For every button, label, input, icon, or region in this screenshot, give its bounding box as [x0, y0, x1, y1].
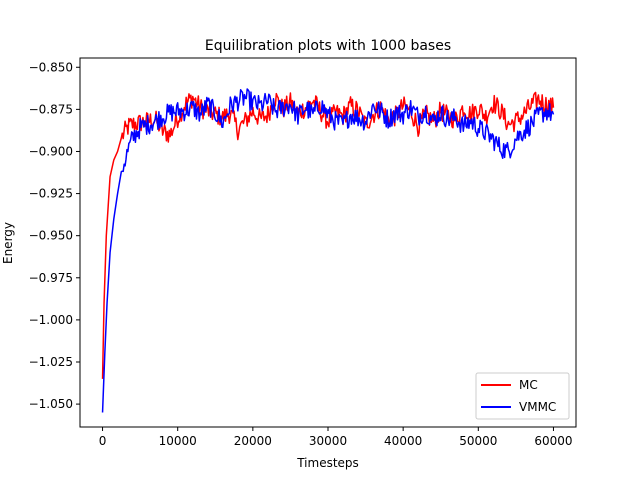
series-line-mc	[101, 91, 555, 379]
x-tick-label: 30000	[309, 434, 347, 448]
y-tick-label: −0.875	[29, 102, 73, 116]
y-tick-label: −0.950	[29, 229, 73, 243]
x-axis: 0 10000 20000 30000 40000 50000 60000	[99, 427, 573, 448]
y-tick-label: −1.025	[29, 355, 73, 369]
x-tick-label: 20000	[234, 434, 272, 448]
y-tick-label: −1.000	[29, 313, 73, 327]
x-tick-label: 0	[99, 434, 107, 448]
y-axis: −1.050 −1.025 −1.000 −0.975 −0.950 −0.925 −0.9…	[29, 60, 80, 411]
y-tick-label: −0.850	[29, 60, 73, 74]
series-layer	[101, 88, 555, 413]
y-tick-label: −0.900	[29, 144, 73, 158]
x-axis-title: Timesteps	[296, 456, 359, 470]
legend: MC VMMC	[475, 372, 570, 420]
x-tick-label: 10000	[159, 434, 197, 448]
x-tick-label: 60000	[534, 434, 572, 448]
y-tick-label: −0.925	[29, 187, 73, 201]
legend-label-vmmc: VMMC	[519, 400, 556, 414]
y-tick-label: −0.975	[29, 271, 73, 285]
y-axis-title: Energy	[1, 222, 15, 264]
series-line-vmmc	[101, 88, 555, 413]
chart-title: Equilibration plots with 1000 bases	[205, 38, 451, 54]
legend-label-mc: MC	[519, 378, 538, 392]
y-tick-label: −1.050	[29, 397, 73, 411]
x-tick-label: 40000	[384, 434, 422, 448]
x-tick-label: 50000	[459, 434, 497, 448]
